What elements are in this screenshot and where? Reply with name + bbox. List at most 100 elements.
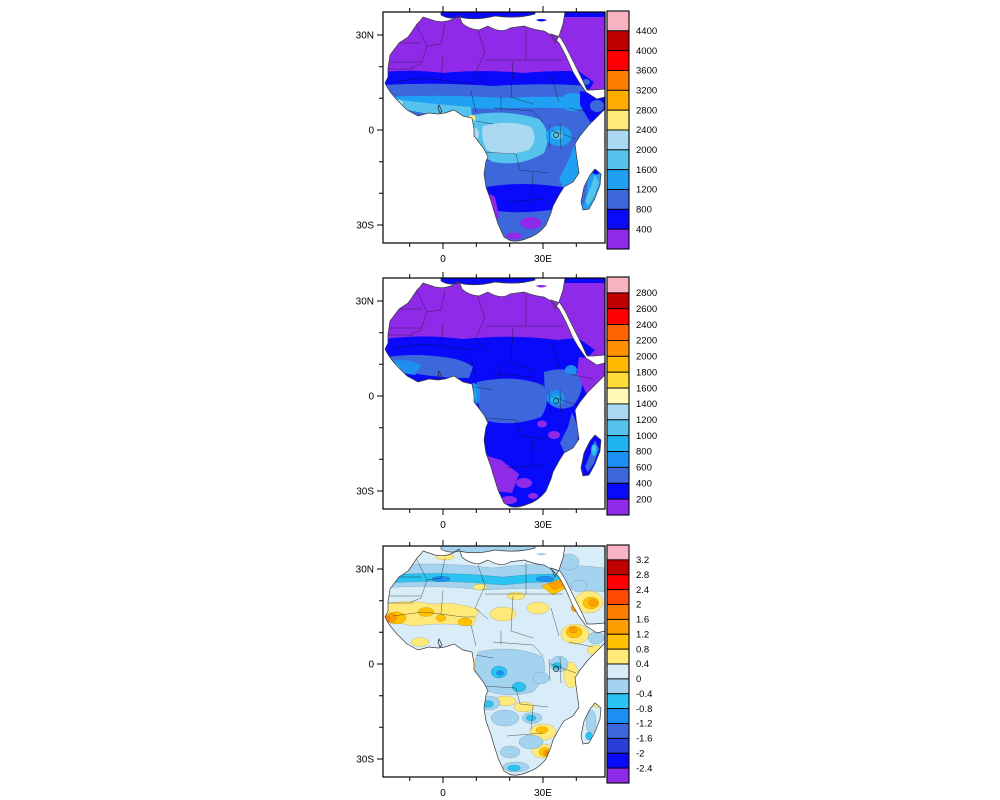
colorbar-segment: [606, 663, 630, 680]
colorbar-tick-label: 1600: [636, 383, 657, 394]
colorbar-tick-label: 600: [636, 463, 652, 474]
lat-label-30n: 30N: [356, 297, 374, 308]
colorbar-tick-label: 4000: [636, 46, 657, 57]
map-frame: [382, 11, 606, 244]
map-area-3: [382, 545, 606, 778]
colorbar-segment: [606, 708, 630, 724]
colorbar-segment: [606, 308, 630, 326]
colorbar-tick-label: -1.2: [636, 719, 652, 730]
lake-victoria: [553, 132, 559, 138]
colorbar-segment: [606, 589, 630, 605]
colorbar-tick-label: -0.8: [636, 704, 652, 715]
colorbar-tick-label: 4400: [636, 26, 657, 37]
lat-label-30n: 30N: [356, 31, 374, 42]
colorbar-tick-label: 800: [636, 205, 652, 216]
colorbar-segment: [606, 559, 630, 576]
colorbar-tick-label: 1.6: [636, 615, 649, 626]
colorbar-segment: [606, 169, 630, 190]
lon-label-0: 0: [440, 254, 446, 265]
lat-label-30s: 30S: [356, 221, 374, 232]
colorbar-tick-label: 0.4: [636, 659, 649, 670]
colorbar-segment: [606, 50, 630, 71]
axis-ticks: [377, 540, 577, 783]
panel-3-map: 30N 0 30S 0 30E 3.2 2.8 2.4 2 1.6 1.2 0.8 0.4 0 -…: [356, 540, 652, 799]
colorbar-panel-1: 4400 4000 3600 3200 2800 2400 2000 1600 1200 800 4…: [606, 10, 657, 250]
colorbar-segment: [606, 752, 630, 769]
colorbar-tick-label: 200: [636, 494, 652, 505]
colorbar-segment: [606, 189, 630, 210]
contours-main-1: [385, 70, 605, 242]
colorbar-tick-label: 3600: [636, 66, 657, 77]
colorbar-tick-label: 2000: [636, 145, 657, 156]
lat-label-30s: 30S: [356, 755, 374, 766]
axis-ticks: [377, 6, 577, 249]
colorbar-segment: [606, 340, 630, 357]
colorbar-outline: [606, 544, 630, 784]
colorbar-segment: [606, 693, 630, 710]
colorbar-segment: [606, 292, 630, 310]
panel-1-map: 30N 0 30S 0 30E 4400 4000 3600 3200 2800 2400…: [356, 6, 657, 265]
colorbar-segment: [606, 544, 630, 561]
contours-arabia-2: [561, 278, 605, 356]
map-area-1: [382, 11, 606, 244]
colorbar-segment: [606, 403, 630, 421]
colorbar-segment: [606, 371, 630, 389]
colorbar-segment: [606, 30, 630, 52]
colorbar-segment: [606, 451, 630, 468]
colorbar-segment: [606, 89, 630, 111]
colorbar-tick-label: 1800: [636, 367, 657, 378]
colorbar-tick-label: 800: [636, 447, 652, 458]
colorbar-segment: [606, 482, 630, 500]
colorbar-tick-label: 2400: [636, 320, 657, 331]
map-frame: [382, 545, 606, 778]
cyprus-fragment: [536, 285, 547, 288]
colorbar-segment: [606, 387, 630, 405]
colorbar-tick-label: 2600: [636, 304, 657, 315]
colorbar-tick-label: 2000: [636, 352, 657, 363]
lon-label-0: 0: [440, 520, 446, 531]
colorbar-tick-label: 0.8: [636, 644, 649, 655]
lon-label-30e: 30E: [534, 254, 552, 265]
colorbar-tick-label: 2.4: [636, 585, 649, 596]
colorbar-tick-label: 400: [636, 478, 652, 489]
lat-label-0: 0: [368, 392, 374, 403]
lat-label-0: 0: [368, 126, 374, 137]
colorbar-tick-label: 2400: [636, 125, 657, 136]
cyprus-fragment: [536, 19, 547, 22]
colorbar-tick-label: -0.4: [636, 689, 652, 700]
colorbar-tick-label: 2800: [636, 288, 657, 299]
colorbar-tick-label: 3200: [636, 86, 657, 97]
lake-volta: [437, 370, 443, 380]
lat-label-30n: 30N: [356, 565, 374, 576]
colorbar-tick-label: 1200: [636, 185, 657, 196]
colorbar-tick-label: 1.2: [636, 629, 649, 640]
map-frame: [382, 277, 606, 510]
colorbar-segment: [606, 70, 630, 91]
colorbar-tick-label: 0: [636, 674, 641, 685]
colorbar-tick-label: 3.2: [636, 555, 649, 566]
colorbar-tick-label: 2.8: [636, 570, 649, 581]
axis-ticks: [377, 272, 577, 515]
colorbar-panel-2: 2800 2600 2400 2200 2000 1800 1600 1400 1200 1000…: [606, 276, 657, 516]
lon-label-30e: 30E: [534, 520, 552, 531]
colorbar-tick-label: -1.6: [636, 734, 652, 745]
colorbar-tick-label: 2800: [636, 105, 657, 116]
colorbar-tick-label: -2.4: [636, 763, 652, 774]
colorbar-panel-3: 3.2 2.8 2.4 2 1.6 1.2 0.8 0.4 0 -0.4 -0.8 -1.2 -1.6 -…: [606, 544, 652, 784]
colorbar-outline: [606, 10, 630, 250]
colorbar-segment: [606, 228, 630, 250]
colorbar-segment: [606, 109, 630, 131]
cyprus-fragment: [536, 553, 547, 556]
colorbar-segment: [606, 419, 630, 437]
map-area-2: [382, 277, 606, 510]
colorbar-segment: [606, 466, 630, 484]
colorbar-segment: [606, 208, 630, 230]
colorbar-outline: [606, 276, 630, 516]
lon-label-0: 0: [440, 788, 446, 799]
colorbar-tick-label: 2: [636, 600, 641, 611]
lake-victoria: [553, 666, 559, 672]
colorbar-tick-label: 1400: [636, 399, 657, 410]
colorbar-segment: [606, 276, 630, 294]
colorbar-segment: [606, 723, 630, 739]
